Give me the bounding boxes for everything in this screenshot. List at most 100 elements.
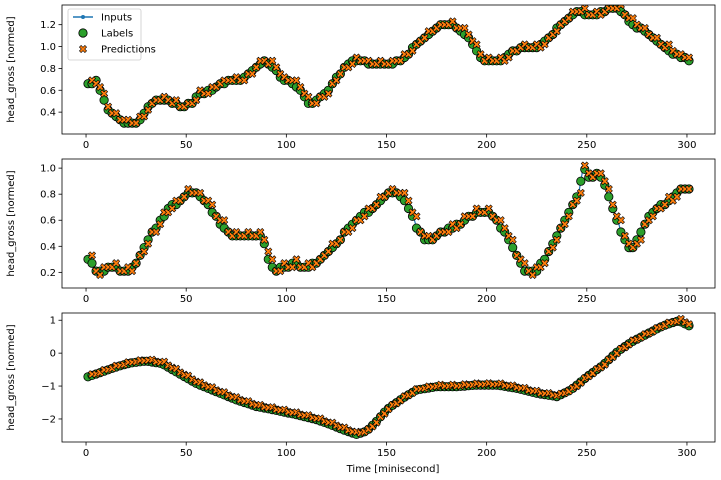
y-tick-label: 0.6: [40, 86, 56, 97]
prediction-point: [132, 119, 141, 128]
y-tick-label: 1: [50, 316, 56, 327]
x-tick-label: 300: [677, 140, 696, 151]
prediction-point: [192, 96, 201, 105]
prediction-point: [564, 212, 573, 221]
prediction-point: [648, 212, 657, 221]
prediction-point: [208, 200, 217, 209]
axes-frame: [61, 158, 716, 289]
y-axis-label: head_gross [normed]: [6, 170, 17, 276]
prediction-point: [456, 220, 465, 229]
prediction-point: [256, 227, 265, 237]
x-tick-label: 100: [277, 140, 296, 151]
label-point: [99, 95, 109, 105]
prediction-point: [460, 23, 469, 33]
plot-area: [83, 161, 694, 280]
prediction-point: [420, 33, 429, 42]
prediction-point: [96, 82, 105, 92]
prediction-point: [180, 192, 189, 201]
prediction-point: [660, 200, 669, 209]
y-tick-label: 0.4: [40, 108, 56, 119]
prediction-point: [684, 320, 694, 329]
prediction-point: [336, 69, 345, 78]
prediction-point: [156, 220, 165, 229]
prediction-point: [560, 220, 569, 229]
x-tick-label: 0: [83, 294, 89, 305]
x-tick-label: 300: [677, 294, 696, 305]
prediction-point: [580, 5, 589, 13]
x-tick-label: 150: [377, 294, 396, 305]
y-tick-label: 1.2: [40, 20, 56, 31]
x-tick-label: 250: [577, 294, 596, 305]
axes-frame: [61, 312, 716, 443]
prediction-point: [608, 200, 617, 209]
plot-area: [83, 5, 694, 128]
prediction-point: [600, 177, 609, 186]
prediction-point: [520, 259, 529, 268]
prediction-point: [172, 96, 181, 105]
plot-area: [83, 314, 694, 439]
prediction-point: [348, 59, 357, 69]
prediction-point: [396, 56, 405, 65]
prediction-point: [112, 109, 121, 118]
y-axis-label: head_gross [normed]: [6, 324, 17, 430]
prediction-point: [500, 224, 509, 233]
label-point: [576, 176, 586, 186]
prediction-point: [132, 259, 141, 268]
y-tick-label: −2: [41, 414, 56, 425]
prediction-point: [400, 188, 409, 197]
prediction-point: [664, 40, 673, 49]
prediction-point: [548, 243, 557, 252]
legend-predictions-marker: [78, 44, 88, 54]
y-tick-label: 0.4: [40, 242, 56, 253]
prediction-point: [464, 30, 473, 39]
y-tick-label: 0.8: [40, 64, 56, 75]
prediction-point: [472, 40, 481, 49]
prediction-point: [336, 235, 345, 244]
y-tick-label: −1: [41, 382, 56, 393]
prediction-point: [324, 89, 333, 98]
x-tick-label: 100: [277, 448, 296, 459]
prediction-point: [604, 184, 613, 194]
prediction-point: [528, 270, 537, 280]
prediction-point: [332, 76, 341, 85]
prediction-point: [372, 418, 381, 427]
prediction-point: [100, 89, 109, 98]
x-tick-label: 250: [577, 448, 596, 459]
x-tick-label: 250: [577, 140, 596, 151]
prediction-point: [144, 105, 153, 114]
prediction-point: [620, 231, 629, 240]
y-tick-label: 1.0: [40, 164, 56, 175]
prediction-point: [468, 212, 477, 221]
prediction-point: [268, 255, 277, 264]
y-axis-label: head_gross [normed]: [6, 16, 17, 122]
prediction-point: [104, 102, 113, 111]
prediction-point: [260, 235, 269, 244]
prediction-point: [112, 259, 121, 268]
prediction-point: [444, 227, 453, 237]
inputs-series-line: [88, 168, 689, 277]
prediction-point: [304, 92, 313, 101]
subplot-1: 0 50 100 150 200 250 300 0.4 0.6 0.8 1.0 1.2 head_gr…: [6, 4, 716, 151]
prediction-point: [296, 82, 305, 92]
prediction-point: [404, 196, 413, 205]
label-point: [604, 192, 614, 202]
prediction-point: [580, 161, 589, 170]
prediction-point: [152, 227, 161, 237]
prediction-point: [264, 247, 273, 256]
y-tick-label: 0.8: [40, 190, 56, 201]
prediction-point: [476, 50, 485, 59]
prediction-point: [288, 263, 297, 272]
label-point: [87, 258, 97, 268]
prediction-point: [540, 40, 549, 49]
prediction-point: [272, 63, 281, 72]
prediction-point: [552, 27, 561, 36]
subplot-3: 0 50 100 150 200 250 300 −2 −1 0 1 head_gross [norm…: [6, 312, 716, 459]
x-tick-label: 50: [180, 294, 193, 305]
legend-inputs-marker: [81, 15, 85, 19]
prediction-point: [576, 188, 585, 197]
label-point: [636, 227, 646, 237]
x-tick-label: 200: [477, 140, 496, 151]
label-point: [508, 243, 518, 253]
y-tick-label: 0.6: [40, 216, 56, 227]
